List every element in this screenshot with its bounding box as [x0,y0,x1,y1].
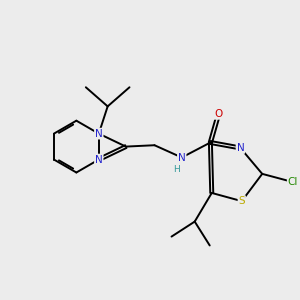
Text: O: O [214,109,223,119]
Text: N: N [178,152,186,163]
Text: N: N [95,154,103,164]
Text: N: N [95,129,103,139]
Text: N: N [236,143,244,153]
Text: H: H [174,165,180,174]
Text: S: S [238,196,245,206]
Text: Cl: Cl [288,177,298,187]
